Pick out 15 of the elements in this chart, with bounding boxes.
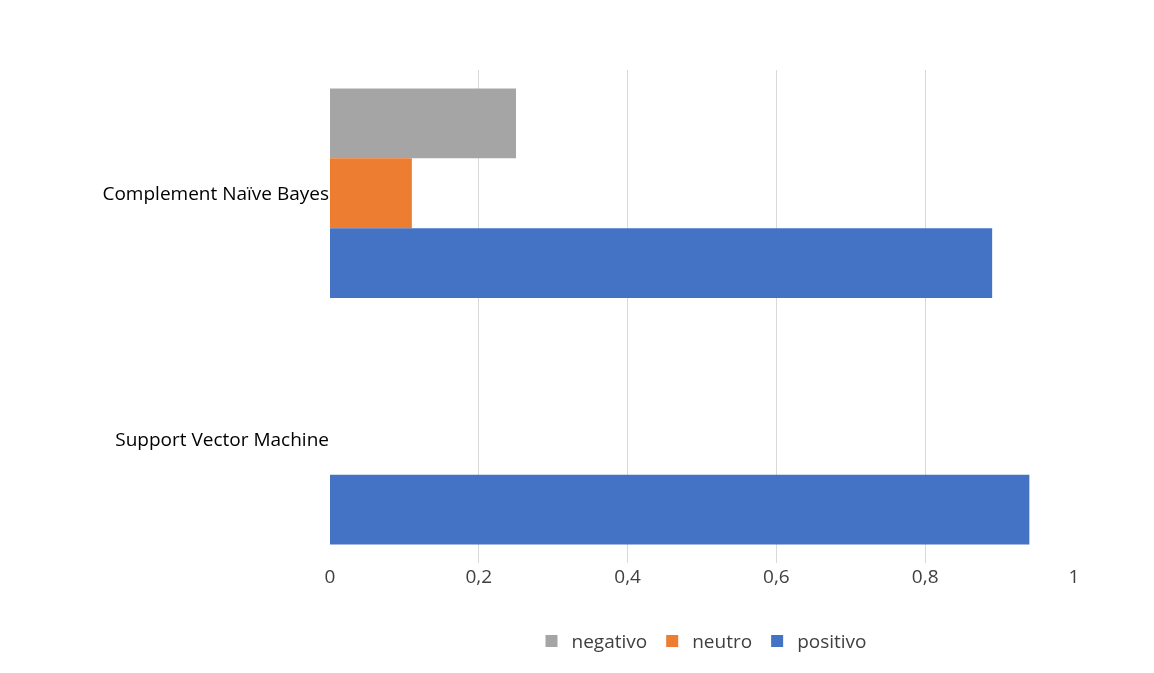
bar — [330, 88, 516, 159]
legend-label: neutro — [692, 628, 753, 655]
x-tick-label: 0,2 — [465, 563, 493, 589]
x-tick-label: 0,4 — [614, 563, 642, 589]
bar — [330, 158, 412, 229]
x-tick-label: 0 — [324, 563, 336, 589]
y-tick-label: Complement Naïve Bayes — [102, 179, 329, 206]
bar — [330, 474, 1030, 545]
y-tick-label: Support Vector Machine — [115, 426, 329, 453]
x-tick-label: 0,6 — [763, 563, 790, 589]
x-tick-label: 0,8 — [911, 563, 939, 589]
bar — [330, 228, 993, 299]
legend-label: positivo — [797, 628, 867, 655]
x-tick-label: 1 — [1068, 563, 1080, 589]
legend-label: negativo — [571, 628, 648, 655]
